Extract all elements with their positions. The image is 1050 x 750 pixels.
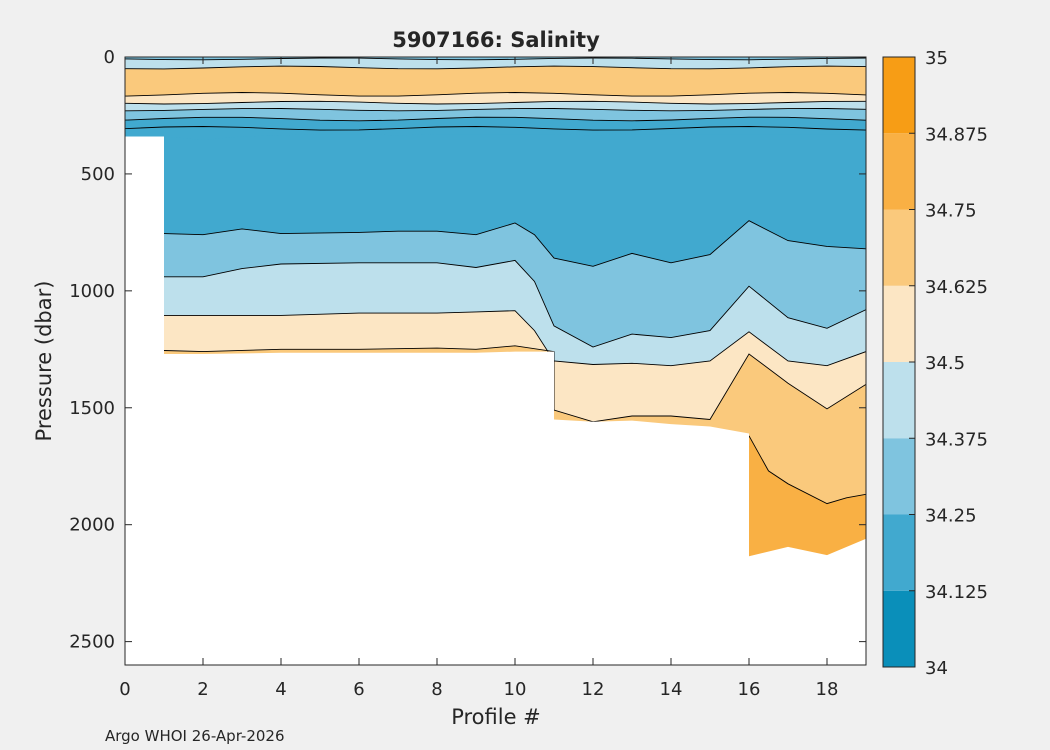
- x-axis-label: Profile #: [451, 705, 541, 729]
- contour-surface-2: [125, 65, 866, 70]
- colorbar-tick-label: 34.25: [925, 506, 977, 527]
- contour-lines: [125, 57, 866, 505]
- contour-surface-6: [125, 116, 866, 122]
- colorbar-segment: [883, 362, 915, 439]
- x-tick-label: 18: [816, 679, 839, 700]
- contour-34.125: [163, 220, 866, 267]
- contour-surface-1: [125, 57, 866, 61]
- surface-band-34.125-34.25b: [125, 117, 866, 140]
- x-tick-label: 2: [197, 679, 208, 700]
- x-tick-label: 14: [660, 679, 683, 700]
- y-tick-label: 1000: [69, 281, 115, 302]
- colorbar-tick-label: 34.625: [925, 277, 988, 298]
- x-tick-label: 12: [582, 679, 605, 700]
- contour-34.375: [164, 259, 866, 348]
- below-bottom-mask: [125, 136, 866, 665]
- colorbar-segment: [883, 590, 915, 667]
- y-tick-label: 500: [81, 164, 115, 185]
- y-tick-label: 2500: [69, 632, 115, 653]
- y-tick-label: 0: [104, 47, 115, 68]
- y-axis: 0 500 1000 1500 2000 2500: [69, 47, 866, 653]
- contour-surface-4: [125, 100, 866, 105]
- colorbar-tick-label: 34.125: [925, 582, 988, 603]
- colorbar-segment: [883, 514, 915, 591]
- colorbar-tick-label: 34.875: [925, 124, 988, 145]
- y-axis-label: Pressure (dbar): [32, 281, 56, 442]
- contour-34.75: [748, 435, 866, 505]
- colorbar-tick-label: 34.75: [925, 201, 977, 222]
- chart-title: 5907166: Salinity: [392, 28, 600, 52]
- colorbar-segment: [883, 285, 915, 362]
- x-axis: 0 2 4 6 8 10 12 14 16 18: [119, 57, 838, 700]
- contour-surface-5: [125, 108, 866, 112]
- x-tick-label: 16: [738, 679, 761, 700]
- contour-surface-3: [125, 92, 866, 97]
- footer-credit: Argo WHOI 26-Apr-2026: [105, 727, 285, 745]
- colorbar-tick-label: 34: [925, 658, 948, 679]
- colorbar-tick-label: 34.5: [925, 353, 965, 374]
- colorbar-segment: [883, 209, 915, 286]
- no-data-area: [125, 136, 866, 665]
- y-tick-label: 1500: [69, 398, 115, 419]
- y-tick-label: 2000: [69, 515, 115, 536]
- x-tick-label: 10: [504, 679, 527, 700]
- surface-band-34.25-34.375b: [125, 108, 866, 121]
- contour-34.25-top: [125, 126, 866, 131]
- x-tick-label: 8: [431, 679, 442, 700]
- colorbar-tick-label: 35: [925, 48, 948, 69]
- colorbar-segment: [883, 133, 915, 210]
- plot-frame: [124, 56, 867, 666]
- colorbar-segment: [883, 57, 915, 134]
- colorbar: 34 34.125 34.25 34.375 34.5 34.625 34.75 34.875…: [882, 48, 988, 679]
- x-tick-label: 0: [119, 679, 130, 700]
- x-tick-label: 4: [275, 679, 286, 700]
- colorbar-tick-label: 34.375: [925, 429, 988, 450]
- colorbar-segment: [883, 438, 915, 515]
- x-tick-label: 6: [353, 679, 364, 700]
- surface-band-34.625-34.75: [125, 66, 866, 97]
